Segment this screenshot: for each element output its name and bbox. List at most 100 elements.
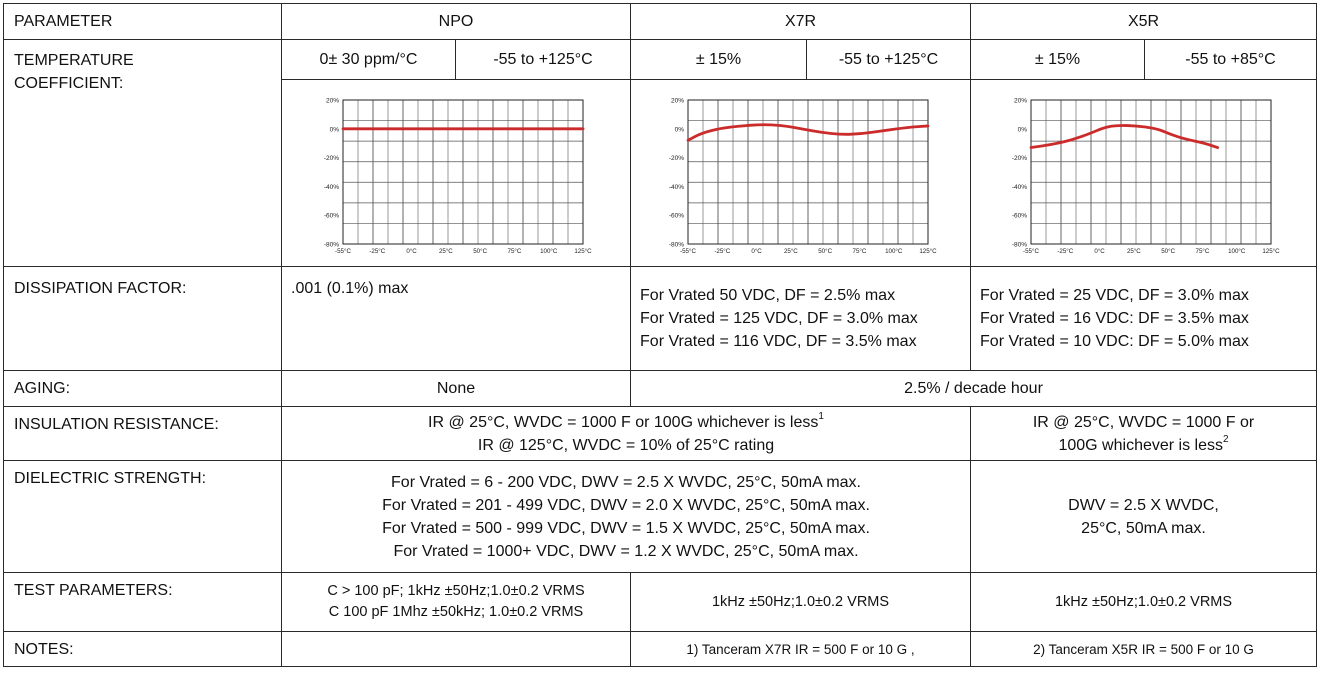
x-tick-label: 25°C xyxy=(1126,248,1140,255)
notes-row: NOTES: 1) Tanceram X7R IR = 500 F or 10 … xyxy=(3,631,1318,667)
x5r-dielectric: DWV = 2.5 X WVDC, 25°C, 50mA max. xyxy=(970,460,1318,573)
x5r-insulation: IR @ 25°C, WVDC = 1000 F or 100G whichev… xyxy=(970,406,1318,461)
y-tick-label: 20% xyxy=(671,98,684,105)
y-tick-label: -60% xyxy=(324,213,339,220)
npo-notes xyxy=(280,631,632,667)
plot-frame xyxy=(342,99,584,245)
temperature-curve xyxy=(1029,124,1219,149)
npo-dissipation: .001 (0.1%) max xyxy=(280,266,632,371)
x-tick-label: -55°C xyxy=(1023,248,1039,255)
x5r-chart-cell: 20% 0% -20% -40% -60% -80% -55°C -25°C 0°C 25°C 50… xyxy=(970,79,1318,267)
x-tick-label: 0°C xyxy=(751,248,762,255)
x7r-note: 1) Tanceram X7R IR = 500 F or 10 G , xyxy=(630,631,972,667)
dielectric-strength-label: DIELECTRIC STRENGTH: xyxy=(3,460,282,573)
x7r-range: -55 to +125°C xyxy=(806,39,972,80)
npo-range: -55 to +125°C xyxy=(454,39,632,80)
chart-grid xyxy=(1030,99,1271,245)
x-tick-label: 100°C xyxy=(885,248,903,255)
npo-chart-cell: 20% 0% -20% -40% -60% -80% -55°C -25°C 0°C 25°C 50… xyxy=(280,79,632,267)
npo-x7r-ir-line1: IR @ 25°C, WVDC = 1000 F or 100G whichev… xyxy=(428,413,819,431)
header-npo: NPO xyxy=(280,3,632,40)
y-tick-label: -40% xyxy=(324,184,339,191)
npo-test: C > 100 pF; 1kHz ±50Hz;1.0±0.2 VRMS C 10… xyxy=(280,572,632,632)
x5r-ir-line2: 100G whichever is less xyxy=(1058,436,1223,454)
x5r-range: -55 to +85°C xyxy=(1144,39,1318,80)
x7r-x5r-aging: 2.5% / decade hour xyxy=(630,370,1318,407)
x-tick-label: 125°C xyxy=(574,248,592,255)
y-tick-label: -60% xyxy=(668,213,683,220)
x7r-dissipation: For Vrated 50 VDC, DF = 2.5% max For Vra… xyxy=(630,266,972,371)
x-tick-label: 25°C xyxy=(439,248,453,255)
x7r-chart-cell: 20% 0% -20% -40% -60% -80% -55°C -25°C 0°C 25°C 50… xyxy=(630,79,972,267)
temperature-coefficient-row: TEMPERATURE COEFFICIENT: 0± 30 ppm/°C -5… xyxy=(3,39,1318,267)
header-parameter: PARAMETER xyxy=(3,3,282,40)
x7r-tolerance: ± 15% xyxy=(630,39,808,80)
y-tick-label: 0% xyxy=(330,126,340,133)
x7r-temperature-chart: 20% 0% -20% -40% -60% -80%-55°C -25°C 0°C 25°C 50… xyxy=(668,98,937,256)
x-tick-label: -55°C xyxy=(335,248,351,255)
x-tick-label: 25°C xyxy=(783,248,797,255)
npo-aging: None xyxy=(280,370,632,407)
notes-label: NOTES: xyxy=(3,631,282,667)
footnote-1-ref: 1 xyxy=(818,411,824,423)
x-tick-label: 75°C xyxy=(508,248,522,255)
x-tick-label: 75°C xyxy=(852,248,866,255)
y-tick-label: 20% xyxy=(326,98,339,105)
x-tick-label: -25°C xyxy=(1057,248,1073,255)
y-tick-label: -40% xyxy=(668,184,683,191)
x5r-ir-line1: IR @ 25°C, WVDC = 1000 F or xyxy=(1032,413,1255,431)
header-x7r: X7R xyxy=(630,3,972,40)
x5r-tolerance: ± 15% xyxy=(970,39,1146,80)
y-tick-label: -80% xyxy=(668,242,683,249)
x-tick-label: 100°C xyxy=(1228,248,1246,255)
y-tick-label: 0% xyxy=(1017,126,1027,133)
header-row: PARAMETER NPO X7R X5R xyxy=(3,3,1318,40)
dielectric-strength-row: DIELECTRIC STRENGTH: For Vrated = 6 - 20… xyxy=(3,460,1318,573)
y-tick-label: -40% xyxy=(1011,184,1026,191)
x-tick-label: 100°C xyxy=(540,248,558,255)
y-tick-label: -20% xyxy=(1011,155,1026,162)
y-tick-label: 20% xyxy=(1014,98,1027,105)
x5r-test: 1kHz ±50Hz;1.0±0.2 VRMS xyxy=(970,572,1318,632)
x-tick-label: -25°C xyxy=(714,248,730,255)
npo-tolerance: 0± 30 ppm/°C xyxy=(281,39,456,80)
x-tick-label: -25°C xyxy=(369,248,385,255)
npo-x7r-ir-line2: IR @ 125°C, WVDC = 10% of 25°C rating xyxy=(477,436,775,454)
test-parameters-label: TEST PARAMETERS: xyxy=(3,572,282,632)
chart-grid xyxy=(687,99,928,245)
temperature-chart-row: 20% 0% -20% -40% -60% -80% -55°C -25°C 0°C 25°C 50… xyxy=(4,79,1318,267)
dissipation-factor-row: DISSIPATION FACTOR: .001 (0.1%) max For … xyxy=(3,266,1318,371)
aging-label: AGING: xyxy=(3,370,282,407)
chart-grid xyxy=(342,99,584,245)
header-x5r: X5R xyxy=(970,3,1318,40)
x-tick-label: -55°C xyxy=(680,248,696,255)
x-tick-label: 125°C xyxy=(919,248,937,255)
x7r-test: 1kHz ±50Hz;1.0±0.2 VRMS xyxy=(630,572,972,632)
x-tick-label: 0°C xyxy=(1094,248,1105,255)
aging-row: AGING: None 2.5% / decade hour xyxy=(3,370,1318,407)
plot-frame xyxy=(1030,99,1272,245)
y-tick-label: -60% xyxy=(1011,213,1026,220)
y-tick-label: -20% xyxy=(668,155,683,162)
y-tick-label: -20% xyxy=(324,155,339,162)
x5r-dissipation: For Vrated = 25 VDC, DF = 3.0% max For V… xyxy=(970,266,1318,371)
npo-x7r-insulation: IR @ 25°C, WVDC = 1000 F or 100G whichev… xyxy=(280,406,972,461)
test-parameters-row: TEST PARAMETERS: C > 100 pF; 1kHz ±50Hz;… xyxy=(3,572,1318,632)
x-tick-label: 125°C xyxy=(1262,248,1280,255)
x-tick-label: 50°C xyxy=(1161,248,1175,255)
npo-temperature-chart: 20% 0% -20% -40% -60% -80%-55°C -25°C 0°C 25°C 50… xyxy=(324,98,592,256)
x5r-temperature-chart: 20% 0% -20% -40% -60% -80%-55°C -25°C 0°C 25°C 50… xyxy=(1011,98,1280,256)
dissipation-factor-label: DISSIPATION FACTOR: xyxy=(3,266,282,371)
temperature-coefficient-label: TEMPERATURE COEFFICIENT: xyxy=(3,39,282,267)
x-tick-label: 75°C xyxy=(1195,248,1209,255)
x-tick-label: 50°C xyxy=(473,248,487,255)
npo-x7r-dielectric: For Vrated = 6 - 200 VDC, DWV = 2.5 X WV… xyxy=(280,460,972,573)
insulation-resistance-row: INSULATION RESISTANCE: IR @ 25°C, WVDC =… xyxy=(3,406,1318,461)
x-tick-label: 0°C xyxy=(406,248,417,255)
dielectric-spec-table: PARAMETER NPO X7R X5R TEMPERATURE COEFFI… xyxy=(3,3,1318,667)
y-tick-label: -80% xyxy=(1011,242,1026,249)
footnote-2-ref: 2 xyxy=(1222,434,1229,446)
x5r-note: 2) Tanceram X5R IR = 500 F or 10 G xyxy=(970,631,1318,667)
y-tick-label: -80% xyxy=(324,242,339,249)
